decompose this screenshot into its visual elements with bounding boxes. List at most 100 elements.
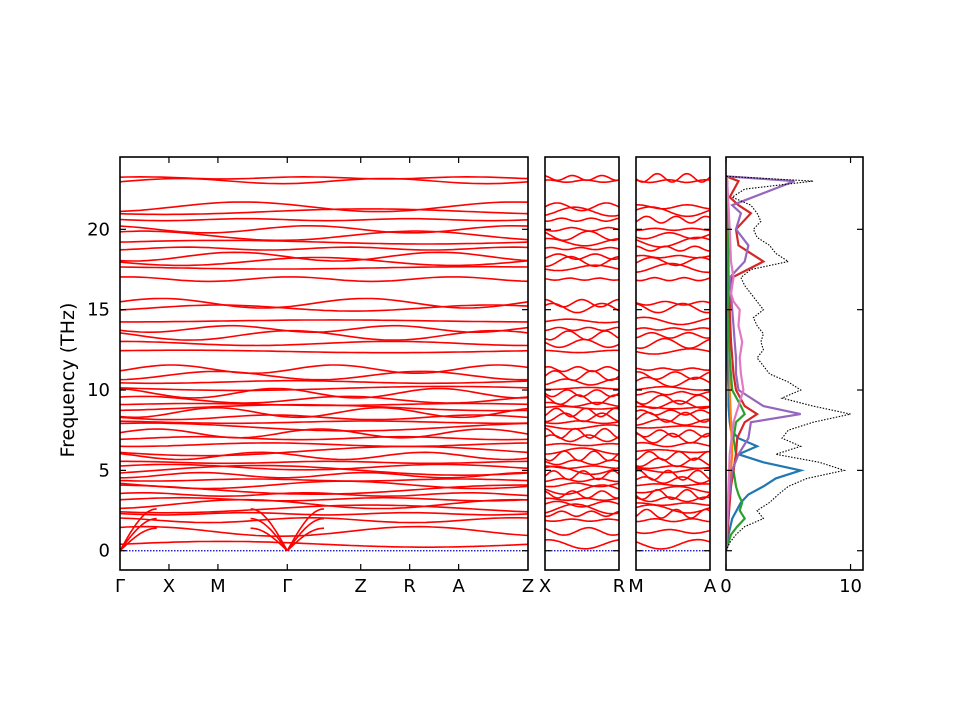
phonon-band [545,378,619,386]
phonon-band [636,432,710,444]
phonon-band [120,304,528,312]
phonon-band [545,253,619,260]
phonon-band [636,204,710,210]
x-tick-label: X [539,576,551,597]
phonon-band [636,232,710,240]
phonon-band [120,471,528,479]
phonon-band [636,538,710,550]
acoustic-branch [250,527,288,552]
phonon-band [636,425,710,429]
phonon-band [636,367,710,372]
phonon-band [545,526,619,536]
phonon-band [636,327,710,331]
y-tick-label: 20 [87,219,110,240]
phonon-band [120,379,528,385]
phonon-band [636,390,710,396]
phonon-band [545,369,619,382]
panel-frame [635,156,711,571]
phonon-band [636,457,710,468]
phonon-band [120,324,528,333]
phonon-band [545,482,619,488]
phonon-band [545,206,619,217]
acoustic-branch [286,517,325,552]
phonon-band [636,302,710,314]
x-tick-label: A [452,576,465,597]
phonon-band [545,539,619,550]
x-tick-label: X [163,576,175,597]
dos-x-tick-label: 0 [720,576,731,597]
phonon-band [545,318,619,324]
acoustic-branch [250,517,288,552]
phonon-band [636,348,710,355]
phonon-band [120,370,528,381]
phonon-band [120,208,528,216]
phonon-band [636,448,710,454]
phonon-band [545,427,619,439]
phonon-band [120,297,528,309]
acoustic-branch [120,508,157,552]
phonon-band [545,226,619,232]
phonon-band [545,497,619,502]
phonon-band [545,490,619,499]
phonon-band [545,338,619,349]
phonon-band [545,277,619,282]
phonon-band [120,276,528,283]
phonon-band [120,420,528,425]
acoustic-branch [286,527,325,552]
phonon-band [636,262,710,274]
panel-frame [119,156,529,571]
phonon-band [545,264,619,272]
phonon-band [120,177,528,185]
phonon-band [120,464,528,476]
phonon-band [120,364,528,374]
x-tick-label: R [613,576,626,597]
phonon-band [120,319,528,323]
phonon-band [636,504,710,514]
phonon-band [545,246,619,251]
phonon-band [120,496,528,502]
phonon-band [636,206,710,218]
phonon-band [545,366,619,373]
phonon-band [120,385,528,392]
phonon-band [545,450,619,462]
phonon-band [636,245,710,252]
phonon-band [545,174,619,182]
phonon-band [636,172,710,183]
x-tick-label: Z [355,576,367,597]
y-tick-label: 10 [87,380,110,401]
phonon-band [636,488,710,500]
projected-dos-curve [726,175,801,551]
phonon-band [120,230,528,242]
phonon-band [120,498,528,510]
phonon-band [120,225,528,234]
phonon-band [120,492,528,498]
phonon-band [545,386,619,391]
phonon-band [120,414,528,421]
acoustic-branch [286,508,325,552]
acoustic-branch [250,508,288,552]
phonon-band [545,477,619,483]
phonon-band [636,337,710,349]
phonon-band [120,201,528,213]
phonon-band [636,236,710,248]
phonon-band [636,483,710,487]
phonon-band [120,387,528,399]
phonon-band [120,256,528,267]
projected-dos-curve [726,176,805,551]
projected-dos-curve [726,176,747,552]
phonon-band [545,389,619,398]
phonon-band [545,518,619,522]
band-curves [120,175,528,552]
panel-frame [544,156,620,571]
x-tick-label: Z [522,576,534,597]
dos-x-tick-label: 10 [839,576,862,597]
y-tick-labels: 0 5 10 15 20 [87,219,110,561]
phonon-band [120,525,528,537]
x-tick-label: M [628,576,644,597]
phonon-band [120,445,528,457]
phonon-band [545,217,619,222]
phonon-band [636,518,710,523]
phonon-band [636,475,710,484]
phonon-band [545,407,619,418]
